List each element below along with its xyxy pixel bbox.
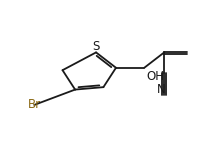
Text: Br: Br [28, 98, 41, 111]
Text: N: N [157, 83, 165, 96]
Text: S: S [92, 40, 100, 53]
Text: OH: OH [147, 70, 165, 83]
